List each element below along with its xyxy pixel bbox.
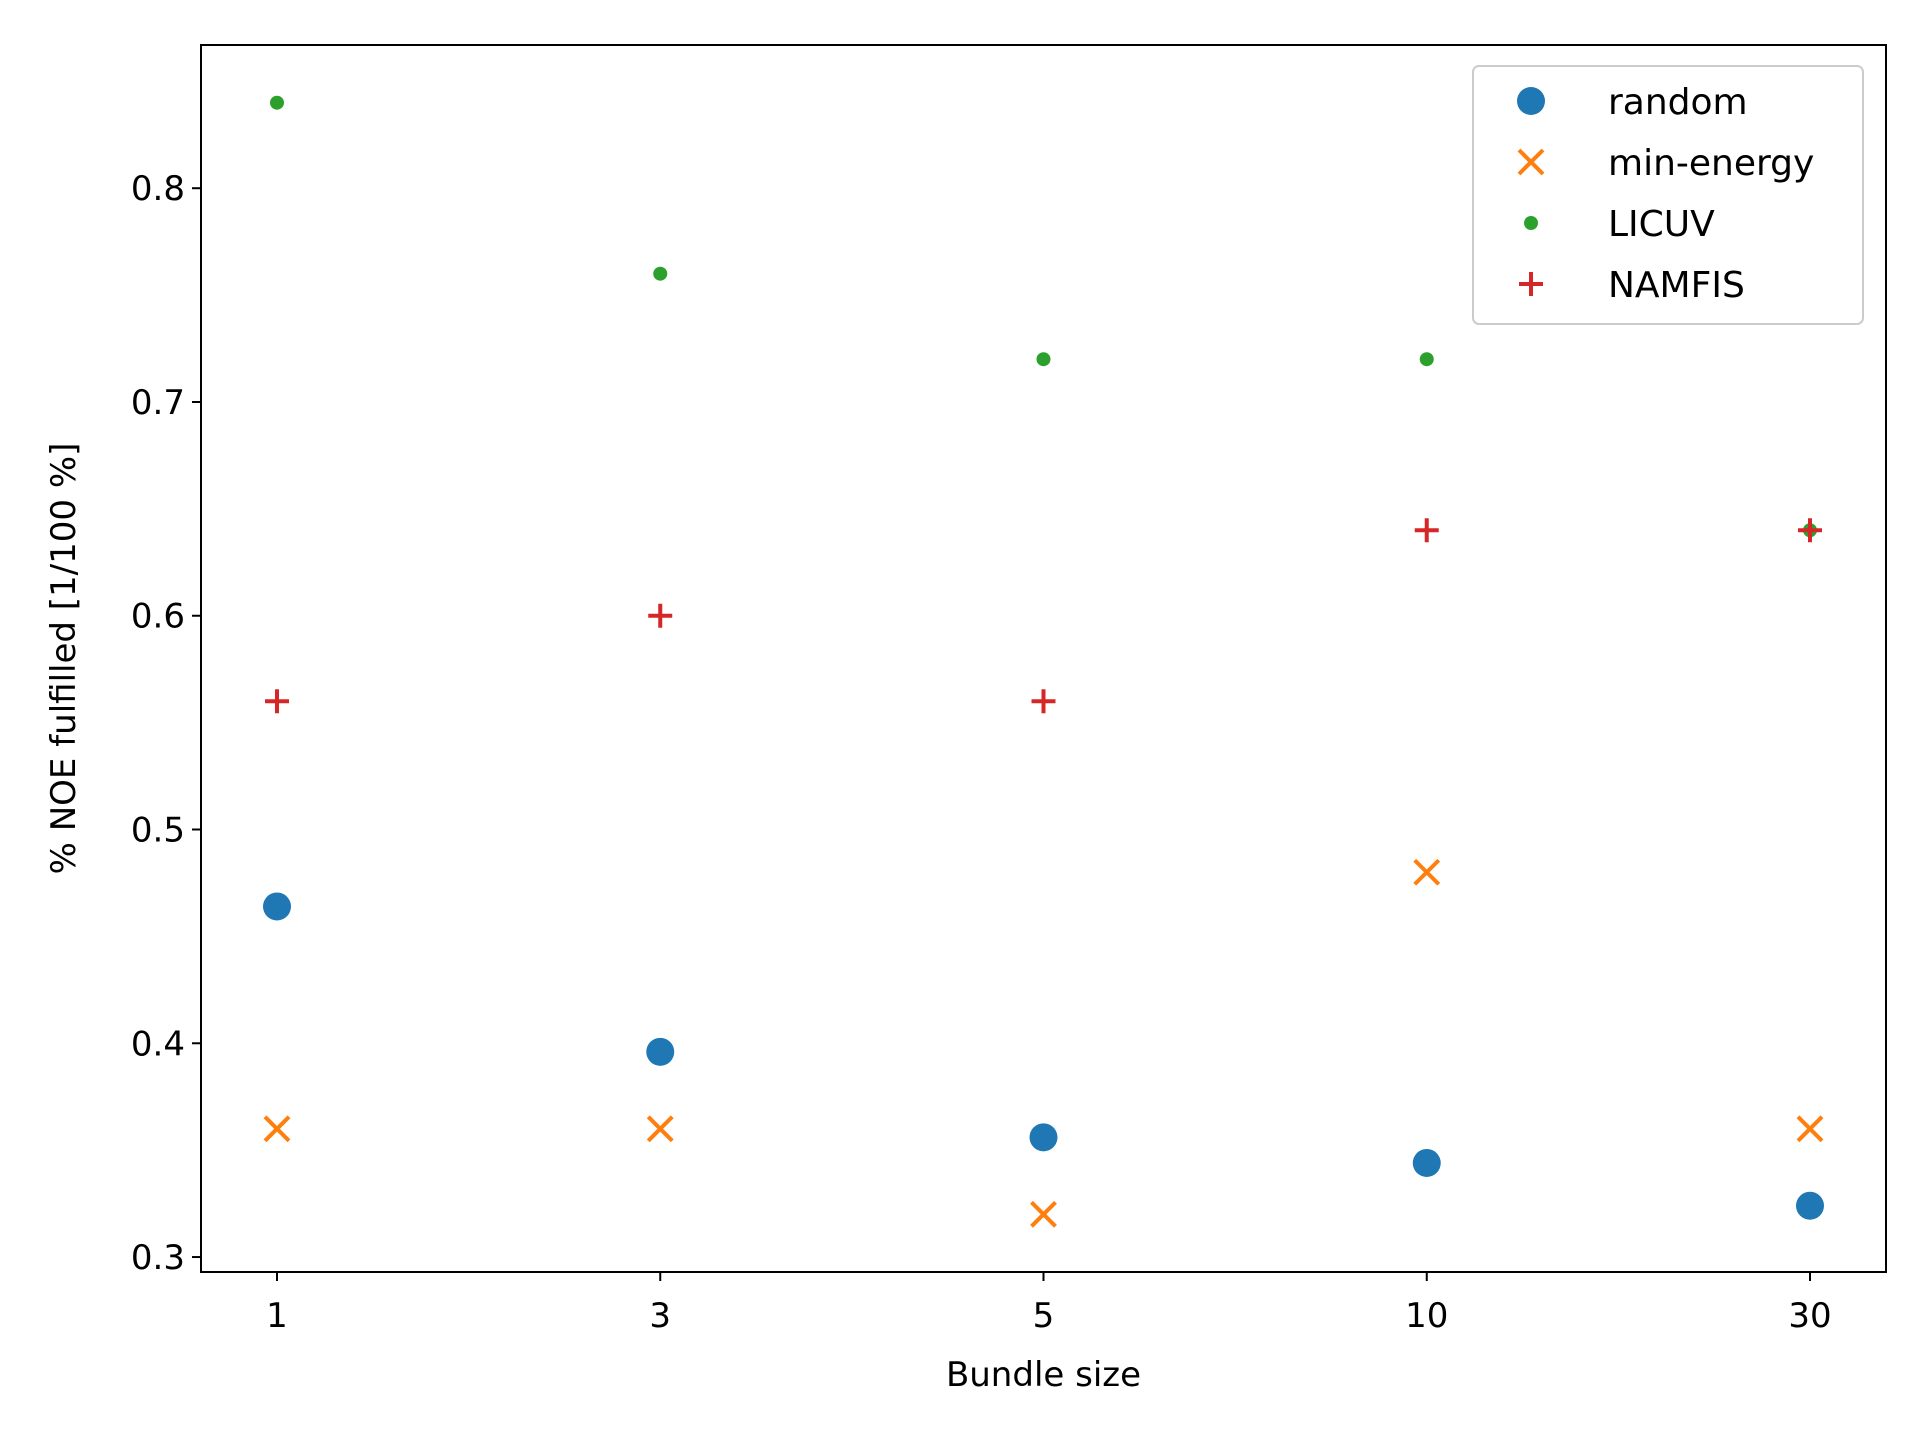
x-axis-label: Bundle size xyxy=(946,1355,1141,1395)
y-tick-label: 0.8 xyxy=(131,169,185,209)
legend-label-NAMFIS: NAMFIS xyxy=(1608,265,1745,306)
y-tick-label: 0.3 xyxy=(131,1238,185,1278)
legend-marker-LICUV xyxy=(1524,216,1538,230)
data-point-NAMFIS xyxy=(265,689,289,714)
data-point-min-energy xyxy=(646,1115,674,1143)
x-tick-label: 10 xyxy=(1405,1296,1448,1336)
y-tick-label: 0.6 xyxy=(131,597,185,637)
x-tick-label: 30 xyxy=(1788,1296,1831,1336)
data-point-LICUV xyxy=(1419,352,1434,367)
y-axis-label: % NOE fulfilled [1/100 %] xyxy=(44,443,84,875)
legend-marker-random xyxy=(1517,87,1545,115)
data-point-min-energy xyxy=(1413,858,1441,886)
data-point-min-energy xyxy=(1796,1115,1824,1143)
data-point-NAMFIS xyxy=(1414,518,1439,543)
data-point-min-energy xyxy=(263,1115,291,1143)
legend-label-LICUV: LICUV xyxy=(1608,204,1715,245)
legend-box xyxy=(1472,65,1864,325)
legend-label-random: random xyxy=(1608,82,1748,123)
legend-marker-NAMFIS xyxy=(1519,272,1543,296)
y-tick-label: 0.4 xyxy=(131,1024,185,1064)
data-point-NAMFIS xyxy=(648,603,673,628)
x-axis: 1 3 5 10 30 xyxy=(266,1272,1832,1336)
data-point-random xyxy=(1029,1123,1058,1152)
data-point-LICUV xyxy=(1036,352,1051,367)
y-tick-label: 0.7 xyxy=(131,383,185,423)
data-point-LICUV xyxy=(653,266,668,281)
x-tick-label: 5 xyxy=(1033,1296,1055,1336)
data-point-random xyxy=(1796,1191,1824,1220)
legend-marker-min-energy xyxy=(1517,148,1545,176)
data-point-NAMFIS xyxy=(1798,518,1822,543)
legend: random min-energy LICUV NAMFIS xyxy=(1472,65,1864,325)
y-axis: 0.3 0.4 0.5 0.6 0.7 0.8 xyxy=(131,169,201,1278)
data-point-min-energy xyxy=(1030,1200,1057,1228)
x-tick-label: 1 xyxy=(266,1296,288,1336)
data-point-random xyxy=(263,892,291,921)
data-point-random xyxy=(646,1037,675,1066)
legend-label-min-energy: min-energy xyxy=(1608,143,1814,184)
data-point-NAMFIS xyxy=(1031,689,1056,714)
data-point-random xyxy=(1412,1148,1441,1177)
data-point-LICUV xyxy=(270,95,284,110)
y-tick-label: 0.5 xyxy=(131,811,185,851)
x-tick-label: 3 xyxy=(649,1296,671,1336)
